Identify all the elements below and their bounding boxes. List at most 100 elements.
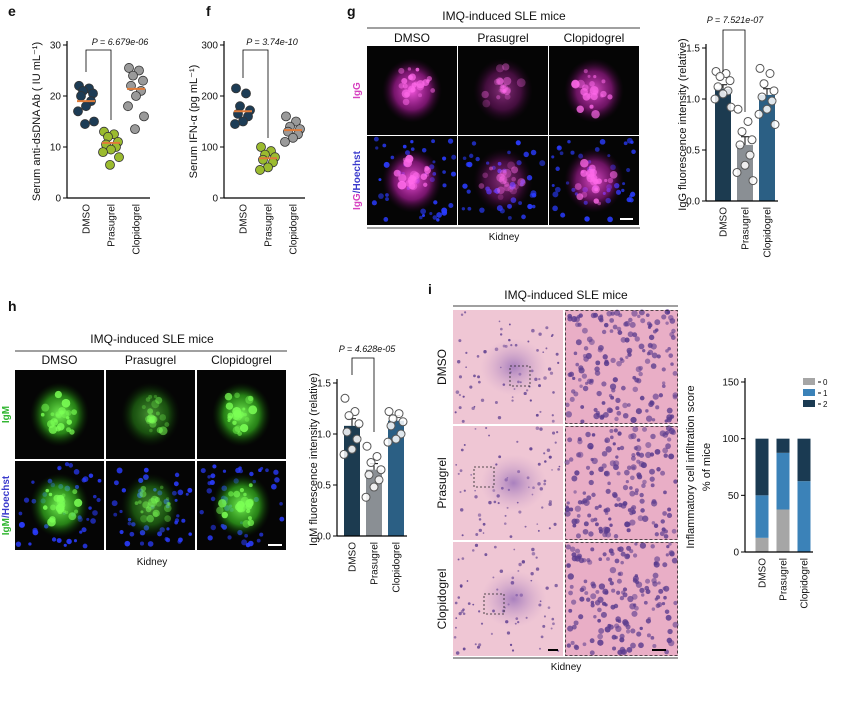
nucleus xyxy=(645,442,652,449)
nucleus xyxy=(636,631,642,637)
nucleus xyxy=(56,538,62,544)
nucleus xyxy=(478,528,482,533)
nucleus xyxy=(402,144,407,149)
data-point xyxy=(757,92,767,102)
row-label: IgM xyxy=(1,406,12,423)
nucleus xyxy=(119,529,124,535)
p-value: P = 4.628e-05 xyxy=(339,344,396,354)
signal xyxy=(228,491,234,497)
nucleus xyxy=(484,553,488,557)
nucleus xyxy=(641,483,646,489)
data-point xyxy=(759,79,769,89)
signal xyxy=(57,504,62,508)
error-bar xyxy=(741,136,749,145)
nucleus xyxy=(68,463,74,468)
signal xyxy=(493,78,501,86)
nucleus xyxy=(647,342,653,349)
nucleus xyxy=(588,379,594,385)
nucleus xyxy=(649,476,655,482)
nucleus xyxy=(577,500,583,505)
nucleus xyxy=(626,197,632,203)
nucleus xyxy=(64,462,70,467)
nucleus xyxy=(523,151,529,158)
nucleus xyxy=(457,558,460,561)
signal xyxy=(410,87,416,93)
nucleus xyxy=(471,549,475,552)
nucleus xyxy=(188,532,192,536)
nucleus xyxy=(636,378,642,384)
x-tick-label: DMSO xyxy=(348,542,359,572)
nucleus xyxy=(673,600,678,606)
nucleus xyxy=(655,328,659,332)
nucleus xyxy=(554,441,557,444)
nucleus xyxy=(626,167,631,173)
nucleus xyxy=(552,431,556,435)
nucleus xyxy=(557,145,561,149)
signal xyxy=(589,177,598,186)
nucleus xyxy=(511,399,514,402)
nucleus xyxy=(622,501,628,507)
y-tick-label: 0 xyxy=(55,194,61,205)
data-point xyxy=(364,470,374,480)
nucleus xyxy=(432,215,438,220)
nucleus xyxy=(597,607,602,613)
nucleus xyxy=(457,360,461,364)
nucleus xyxy=(638,309,645,316)
nucleus xyxy=(577,378,582,382)
nucleus xyxy=(454,626,457,629)
nucleus xyxy=(442,183,447,188)
nucleus xyxy=(635,408,642,415)
data-point xyxy=(735,140,745,150)
signal xyxy=(138,500,142,504)
nucleus xyxy=(632,332,638,338)
signal xyxy=(498,173,503,179)
nucleus xyxy=(590,547,595,552)
data-point xyxy=(73,106,83,117)
signal xyxy=(589,86,599,95)
signal xyxy=(593,198,599,204)
nucleus xyxy=(573,490,577,494)
nucleus xyxy=(654,319,661,326)
signal xyxy=(504,181,510,187)
y-tick-label: 1.5 xyxy=(686,44,700,55)
nucleus xyxy=(638,642,644,649)
signal xyxy=(489,166,494,171)
nucleus xyxy=(558,465,561,468)
signal xyxy=(234,425,242,433)
signal xyxy=(42,505,48,510)
y-axis-label: IgG fluorescence intensity (relative) xyxy=(677,38,689,210)
nucleus xyxy=(651,352,658,359)
signal xyxy=(496,78,504,85)
nucleus xyxy=(622,619,629,626)
nucleus xyxy=(588,339,595,346)
nucleus xyxy=(633,445,638,451)
x-tick-label: Prasugrel xyxy=(264,204,275,247)
nucleus xyxy=(587,559,593,565)
nucleus xyxy=(660,470,666,476)
nucleus xyxy=(521,560,526,564)
nucleus xyxy=(460,448,464,452)
nucleus xyxy=(661,527,666,532)
nucleus xyxy=(583,499,590,506)
nucleus xyxy=(613,428,618,433)
nucleus xyxy=(570,150,575,155)
nucleus xyxy=(625,355,629,359)
nucleus xyxy=(535,556,538,559)
x-tick-label: DMSO xyxy=(82,204,93,234)
nucleus xyxy=(620,649,628,656)
data-point xyxy=(256,142,266,152)
nucleus xyxy=(604,470,611,477)
nucleus xyxy=(511,396,514,399)
nucleus xyxy=(583,356,589,362)
signal xyxy=(66,419,72,425)
nucleus xyxy=(580,405,585,409)
nucleus xyxy=(611,588,616,593)
nucleus xyxy=(598,526,603,532)
nucleus xyxy=(605,446,612,453)
nucleus xyxy=(375,146,379,150)
nucleus xyxy=(659,531,665,537)
nucleus xyxy=(97,478,102,483)
nucleus xyxy=(627,331,634,338)
nucleus xyxy=(615,616,621,622)
